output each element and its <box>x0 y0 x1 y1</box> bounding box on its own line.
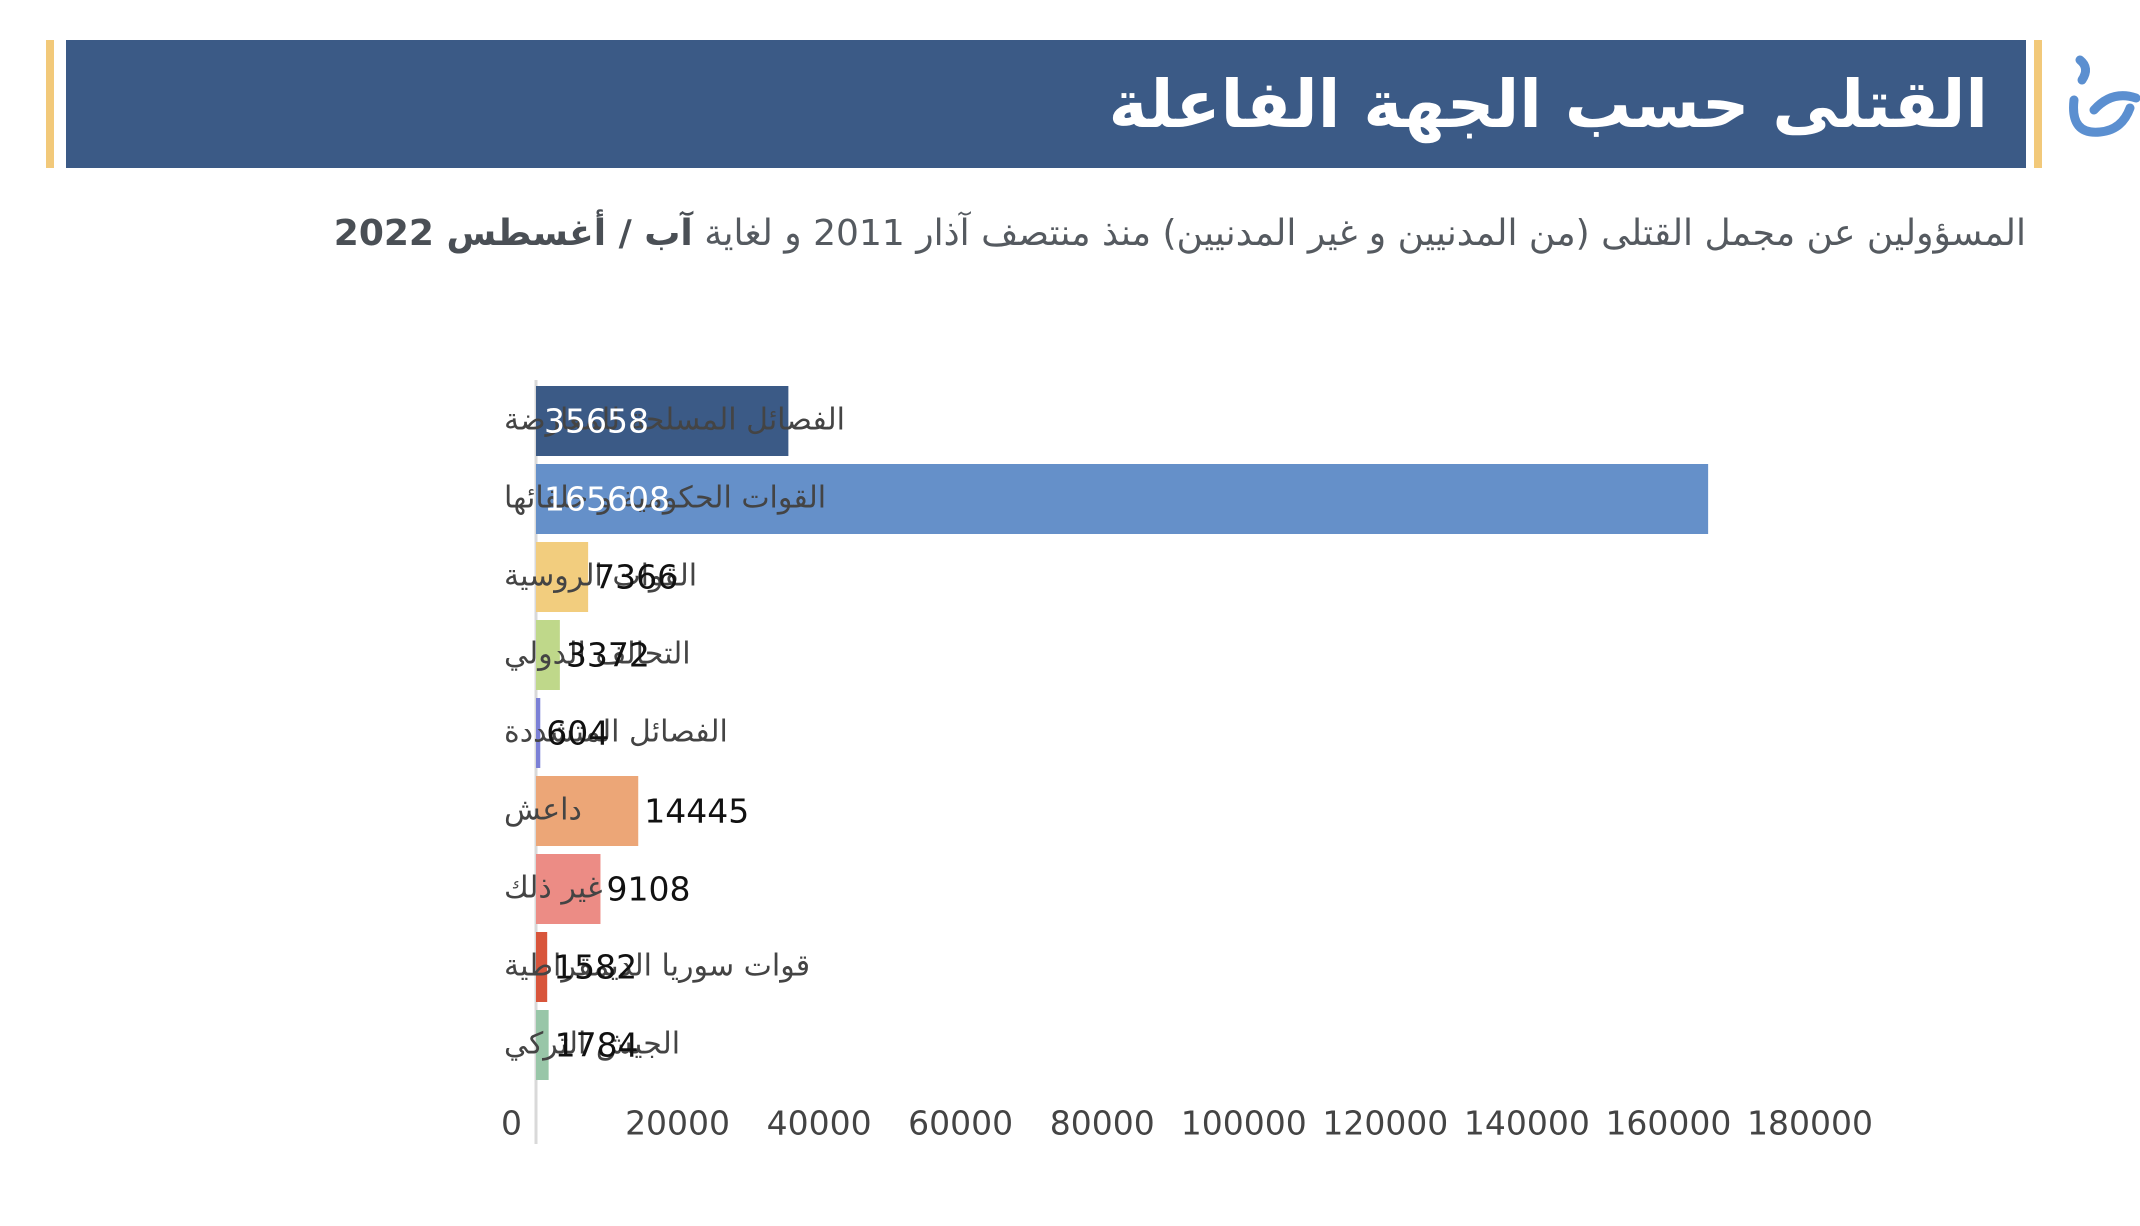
logo-icon <box>2069 55 2140 137</box>
category-label: القوات الروسية <box>504 559 697 594</box>
x-tick-label: 40000 <box>767 1104 872 1143</box>
x-tick-label: 100000 <box>1181 1104 1307 1143</box>
value-label: 1784 <box>555 1026 639 1065</box>
value-label: 9108 <box>606 870 690 909</box>
x-tick-label: 120000 <box>1322 1104 1448 1143</box>
bar <box>536 386 789 456</box>
bar <box>536 542 589 612</box>
x-tick-label: 60000 <box>908 1104 1013 1143</box>
x-tick-label: 80000 <box>1050 1104 1155 1143</box>
category-label: الجيش التركي <box>504 1027 680 1062</box>
value-label: 7366 <box>594 558 678 597</box>
x-tick-label: 0 <box>501 1104 522 1143</box>
page-title: القتلى حسب الجهة الفاعلة <box>1108 65 1988 143</box>
accent-bar-right <box>2034 40 2042 168</box>
x-tick-label: 140000 <box>1464 1104 1590 1143</box>
x-tick-label: 20000 <box>625 1104 730 1143</box>
value-label: 3372 <box>566 636 650 675</box>
category-label: غير ذلك <box>504 871 603 906</box>
category-label: القوات الحكومية و حلفائها <box>504 481 826 516</box>
chart-subtitle: المسؤولين عن مجمل القتلى (من المدنيين و … <box>120 206 2026 262</box>
bar <box>536 698 541 768</box>
value-label: 14445 <box>644 792 749 831</box>
category-label: الفصائل المتشددة <box>504 715 728 750</box>
value-label: 35658 <box>544 402 649 441</box>
value-label: 604 <box>546 714 609 753</box>
category-label: داعش <box>504 793 582 828</box>
x-tick-label: 160000 <box>1605 1104 1731 1143</box>
subtitle-date: آب / أغسطس 2022 <box>333 213 693 254</box>
bar <box>536 464 1709 534</box>
value-label: 165608 <box>544 480 670 519</box>
subtitle-text: المسؤولين عن مجمل القتلى (من المدنيين و … <box>704 213 2026 254</box>
x-tick-label: 180000 <box>1747 1104 1873 1143</box>
bar <box>536 620 560 690</box>
category-label: قوات سوريا الديمقراطية <box>504 949 810 984</box>
bar <box>536 776 639 846</box>
value-label: 1582 <box>553 948 637 987</box>
bar <box>536 932 548 1002</box>
bar <box>536 1010 549 1080</box>
title-banner: القتلى حسب الجهة الفاعلة <box>66 40 2026 168</box>
category-label: الفصائل المسلحة للمعارضة <box>504 403 845 438</box>
bar <box>536 854 601 924</box>
category-label: التحالف الدولي <box>504 637 691 672</box>
accent-bar-left <box>46 40 54 168</box>
